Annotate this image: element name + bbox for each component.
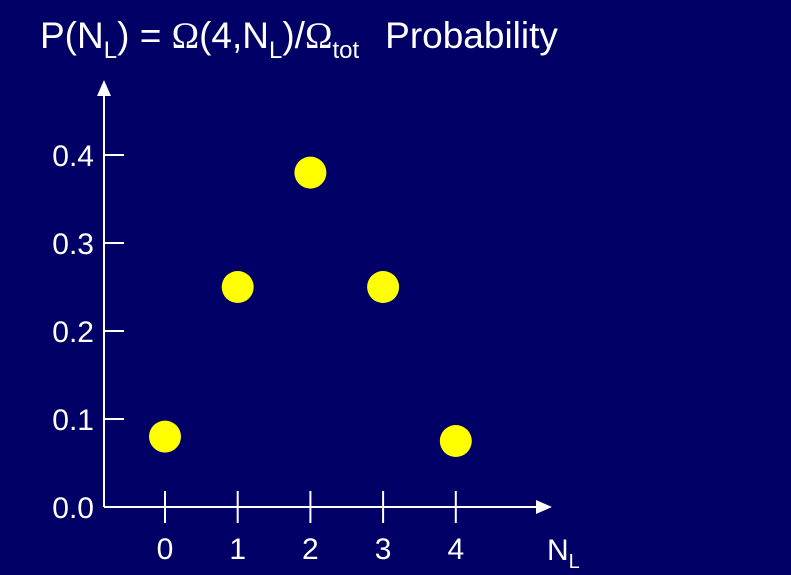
- y-axis-arrowhead: [97, 80, 111, 96]
- x-tick-label: 4: [447, 533, 464, 566]
- data-points: [149, 156, 472, 457]
- title-omega-symbol: Ω: [171, 16, 200, 57]
- x-axis-label: NL: [547, 534, 580, 573]
- x-axis-arrowhead: [536, 500, 552, 514]
- data-point: [149, 420, 181, 453]
- title-omega-symbol-2: Ω: [304, 16, 333, 57]
- title-formula-mid: ) =: [117, 15, 172, 56]
- axes: [97, 80, 552, 514]
- title-tot-subscript: tot: [332, 37, 360, 64]
- x-axis-label-main: N: [547, 534, 569, 567]
- y-tick-label: 0.4: [52, 140, 94, 173]
- title-probability-label: Probability: [385, 15, 558, 56]
- title-formula-args-close: )/: [282, 15, 305, 56]
- chart-title: P(NL) = Ω(4,NL)/Ωtot Probability: [40, 14, 558, 73]
- data-point: [294, 156, 327, 189]
- ticks: 0.0 0.1 0.2 0.3 0.4 0 1 2 3 4: [52, 140, 464, 566]
- title-formula-args-subscript: L: [269, 37, 283, 64]
- x-tick-label: 0: [157, 533, 174, 566]
- data-point: [439, 425, 472, 457]
- x-tick-label: 2: [302, 533, 319, 566]
- title-formula-args-open: (4,N: [199, 15, 269, 56]
- title-formula-p-subscript: L: [103, 37, 118, 64]
- x-axis-label-subscript: L: [569, 551, 580, 573]
- y-tick-label: 0.0: [52, 492, 94, 525]
- x-tick-label: 3: [375, 533, 392, 566]
- data-point: [367, 271, 400, 303]
- title-formula-p: P(N: [40, 15, 104, 56]
- data-point: [221, 271, 254, 303]
- y-tick-label: 0.3: [52, 228, 94, 261]
- y-tick-label: 0.2: [52, 316, 94, 349]
- y-tick-label: 0.1: [52, 404, 94, 437]
- x-tick-label: 1: [229, 533, 246, 566]
